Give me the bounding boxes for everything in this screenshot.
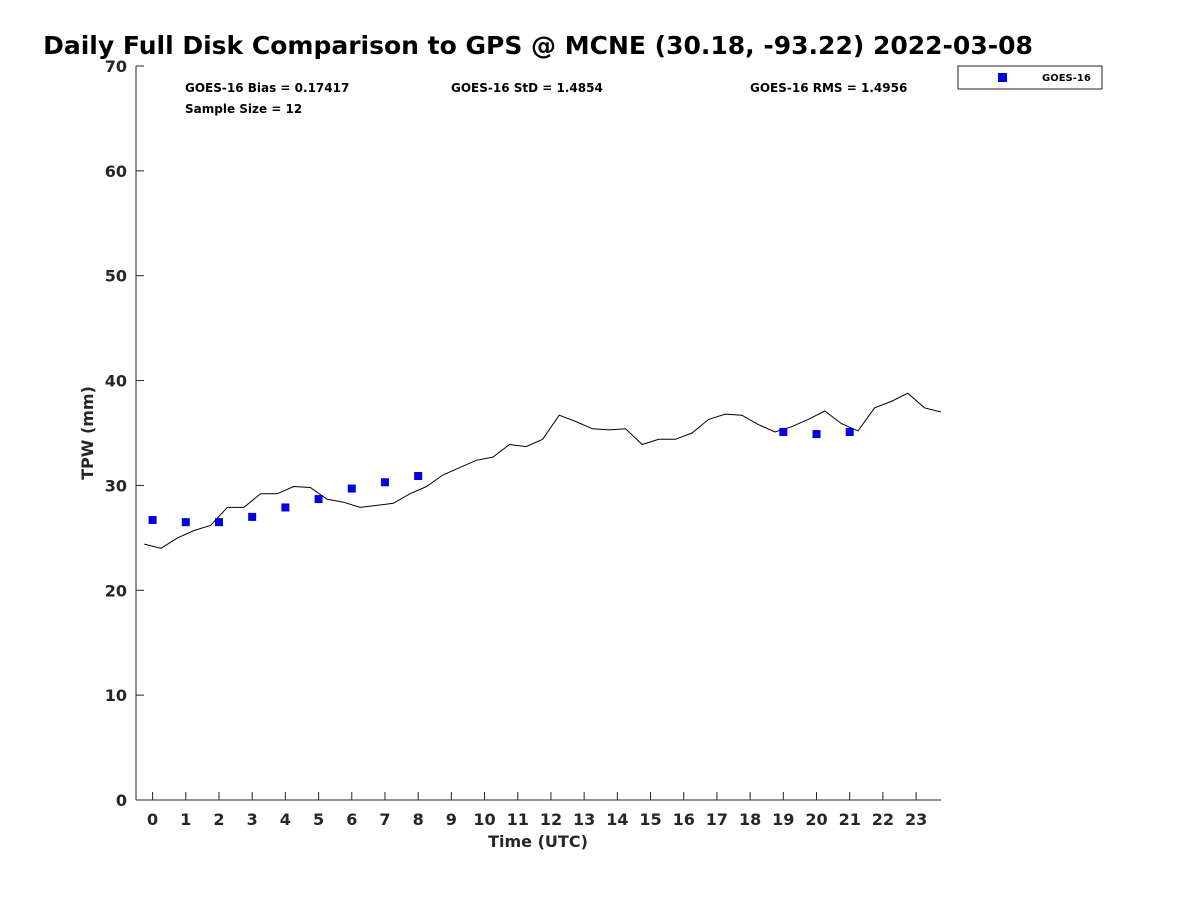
goes16-point	[314, 495, 323, 504]
y-axis-label: TPW (mm)	[78, 386, 97, 480]
goes16-point	[148, 516, 157, 525]
x-tick-label: 23	[905, 810, 927, 829]
goes16-point	[812, 430, 821, 439]
stat-std: GOES-16 StD = 1.4854	[451, 81, 603, 95]
goes16-point	[181, 518, 190, 527]
x-axis-label: Time (UTC)	[488, 832, 588, 851]
stat-bias: GOES-16 Bias = 0.17417	[185, 81, 349, 95]
chart-title: Daily Full Disk Comparison to GPS @ MCNE…	[43, 31, 1033, 60]
x-tick-label: 20	[805, 810, 827, 829]
x-tick-label: 12	[540, 810, 562, 829]
x-tick-label: 6	[346, 810, 357, 829]
y-tick-label: 60	[105, 162, 127, 181]
x-tick-label: 2	[213, 810, 224, 829]
x-tick-label: 22	[872, 810, 894, 829]
x-tick-label: 14	[606, 810, 628, 829]
goes16-point	[380, 478, 389, 487]
goes16-point	[214, 518, 223, 527]
stat-sample-size: Sample Size = 12	[185, 102, 302, 116]
x-tick-label: 4	[280, 810, 291, 829]
x-tick-label: 21	[839, 810, 861, 829]
axes	[135, 66, 941, 801]
x-tick-label: 5	[313, 810, 324, 829]
gps-tpw-line	[144, 392, 942, 549]
x-tick-label: 3	[247, 810, 258, 829]
x-tick-label: 7	[379, 810, 390, 829]
stat-rms: GOES-16 RMS = 1.4956	[750, 81, 907, 95]
goes16-point	[414, 471, 423, 480]
legend-marker	[998, 73, 1007, 82]
x-tick-label: 15	[639, 810, 661, 829]
x-tick-label: 11	[507, 810, 529, 829]
x-tick-label: 1	[180, 810, 191, 829]
x-tick-label: 19	[772, 810, 794, 829]
x-tick-label: 0	[147, 810, 158, 829]
goes16-point	[779, 427, 788, 436]
x-tick-label: 18	[739, 810, 761, 829]
plot-area	[144, 392, 942, 549]
y-tick-label: 20	[105, 581, 127, 600]
x-tick-label: 17	[706, 810, 728, 829]
x-tick-label: 13	[573, 810, 595, 829]
legend: GOES-16	[957, 65, 1103, 90]
y-tick-label: 0	[116, 791, 127, 810]
y-tick-label: 70	[105, 57, 127, 76]
goes16-point	[281, 503, 290, 512]
x-tick-label: 9	[446, 810, 457, 829]
ticks: 0 1 2 3 4 5 6 7 8 9 10 11 12 13 14 15 16 17 18 19 20 21 22 2301…	[105, 57, 928, 829]
y-tick-label: 40	[105, 372, 127, 391]
y-tick-label: 50	[105, 267, 127, 286]
x-tick-label: 8	[413, 810, 424, 829]
x-tick-label: 10	[473, 810, 495, 829]
legend-label: GOES-16	[1042, 73, 1091, 84]
goes16-point	[845, 427, 854, 436]
goes16-point	[347, 484, 356, 493]
y-tick-label: 10	[105, 686, 127, 705]
goes16-point	[248, 512, 257, 521]
legend-box	[957, 65, 1103, 90]
y-tick-label: 30	[105, 476, 127, 495]
x-tick-label: 16	[673, 810, 695, 829]
